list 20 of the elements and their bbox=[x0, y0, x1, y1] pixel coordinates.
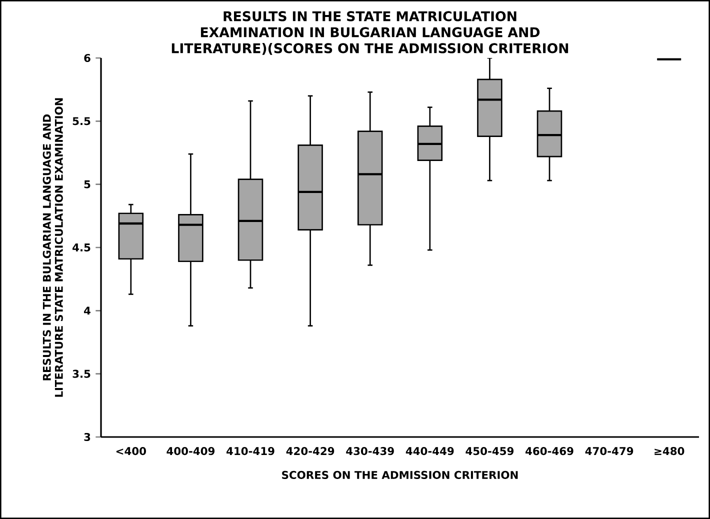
y-tick-label: 6 bbox=[84, 54, 90, 62]
x-axis-title: SCORES ON THE ADMISSION CRITERION bbox=[282, 470, 518, 479]
chart-title: RESULTS IN THE STATE MATRICULATION EXAMINATION IN BULGARIAN LANGUAGE AND LITERATURE)(SCORES ON THE ADMISSION CRITERION bbox=[172, 11, 568, 55]
y-axis-title: RESULTS IN THE BULGARIAN LANGUAGE AND LITERATURE STATE MATRICULATION EXAMINATION bbox=[42, 98, 63, 397]
x-tick-label: 460-469 bbox=[526, 447, 574, 456]
y-tick-label: 3.5 bbox=[72, 370, 90, 378]
y-tick-label: 5.5 bbox=[72, 117, 90, 126]
x-tick-label: 440-449 bbox=[406, 447, 454, 456]
x-tick-label: <400 bbox=[116, 447, 146, 456]
x-tick-label: ≥480 bbox=[654, 447, 684, 456]
x-tick-label: 430-439 bbox=[346, 447, 394, 456]
y-tick-label: 4 bbox=[84, 306, 90, 315]
x-tick-label: 420-429 bbox=[286, 447, 334, 456]
x-tick-label: 450-459 bbox=[466, 447, 514, 456]
y-tick-label: 5 bbox=[84, 180, 90, 188]
x-tick-label: 470-479 bbox=[585, 447, 634, 456]
y-tick-label: 3 bbox=[84, 432, 90, 442]
x-tick-label: 410-419 bbox=[226, 447, 274, 456]
y-tick-label: 4.5 bbox=[72, 244, 90, 252]
x-tick-label: 400-409 bbox=[166, 447, 215, 456]
